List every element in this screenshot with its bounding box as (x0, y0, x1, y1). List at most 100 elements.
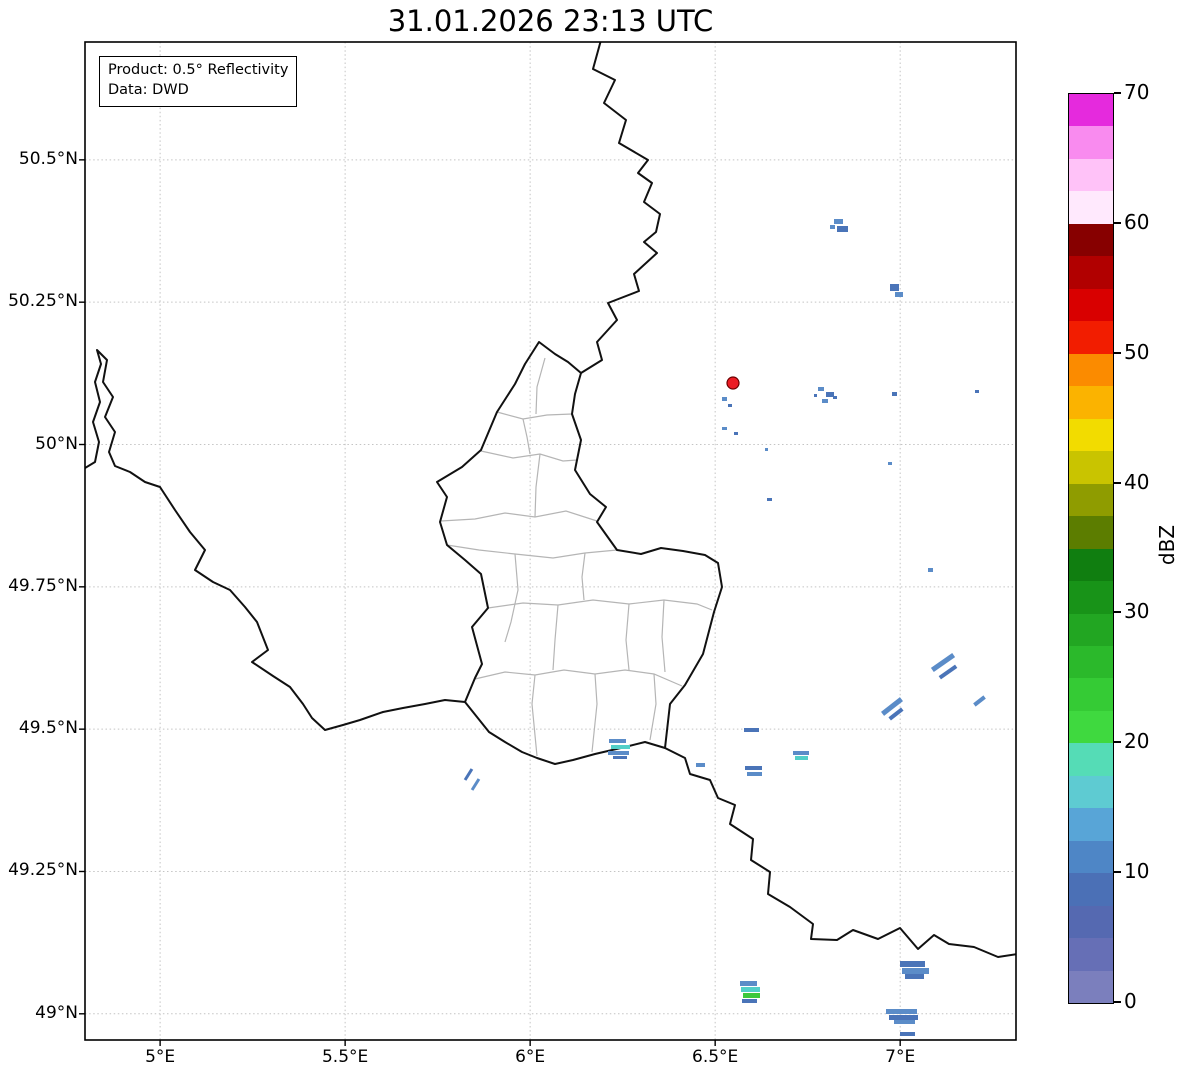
radar-echo (608, 751, 629, 755)
radar-echo (881, 697, 903, 716)
colorbar-tick-mark (1114, 92, 1121, 94)
colorbar-band (1069, 223, 1113, 257)
y-tick-label: 49°N (35, 1002, 78, 1023)
y-tick-label: 50.25°N (8, 291, 78, 312)
colorbar-axis-label: dBZ (1155, 524, 1179, 566)
radar-echo (928, 568, 933, 572)
colorbar-band (1069, 645, 1113, 679)
colorbar-band (1069, 613, 1113, 646)
radar-echo (743, 993, 760, 998)
district-border-path (504, 553, 519, 643)
radar-echo (814, 394, 817, 397)
radar-echo (611, 745, 630, 749)
y-tick-label: 49.75°N (8, 575, 78, 596)
radar-echo (747, 772, 762, 776)
colorbar-band (1069, 191, 1113, 224)
radar-echo (826, 392, 834, 397)
district-border-path (534, 453, 541, 518)
colorbar-band (1069, 905, 1113, 939)
radar-echo (889, 1015, 918, 1020)
district-border-path (522, 418, 531, 455)
district-border-path (581, 552, 586, 601)
y-tick-label: 50.5°N (18, 148, 78, 169)
radar-echo (818, 387, 824, 391)
colorbar-tick-label: 50 (1124, 339, 1150, 364)
x-tick-label: 5°E (145, 1047, 176, 1067)
radar-echo (765, 448, 768, 451)
colorbar (1068, 93, 1114, 1004)
district-border-path (591, 673, 598, 753)
map-plot (79, 41, 1017, 1046)
colorbar-tick-label: 0 (1124, 989, 1137, 1013)
radar-echo (973, 695, 986, 707)
x-tick-label: 6.5°E (692, 1047, 739, 1067)
radar-echo (745, 766, 762, 770)
district-border-path (496, 411, 573, 420)
info-box: Product: 0.5° Reflectivity Data: DWD (99, 56, 298, 107)
radar-echo (722, 397, 727, 401)
colorbar-tick-label: 30 (1124, 599, 1150, 624)
radar-echo (744, 728, 759, 732)
colorbar-band (1069, 418, 1113, 452)
colorbar-band (1069, 743, 1113, 776)
radar-echo (890, 284, 899, 291)
radar-echo (902, 968, 929, 974)
colorbar-band (1069, 483, 1113, 517)
axis-tick-marks (79, 159, 901, 1046)
radar-echo (975, 390, 979, 393)
colorbar-band (1069, 321, 1113, 354)
colorbar-band (1069, 840, 1113, 874)
district-border-path (625, 603, 630, 671)
colorbar-band (1069, 808, 1113, 841)
colorbar-tick-mark (1114, 351, 1121, 354)
plot-frame (84, 41, 1017, 1041)
y-tick-label: 49.25°N (8, 860, 78, 881)
district-border-path (649, 673, 657, 741)
national-border-path (85, 349, 466, 731)
radar-echo (905, 974, 924, 979)
district-border-path (661, 599, 666, 673)
radar-echo (767, 498, 772, 501)
radar-echo (463, 768, 474, 781)
colorbar-tick-mark (1114, 871, 1121, 874)
x-tick-label: 5.5°E (321, 1047, 369, 1067)
colorbar-band (1069, 451, 1113, 484)
radar-echo (830, 225, 835, 229)
colorbar-band (1069, 288, 1113, 322)
radar-echo (900, 961, 925, 967)
radar-echo (894, 1020, 915, 1024)
radar-echo (742, 999, 757, 1003)
radar-echo (795, 756, 808, 760)
radar-echo (741, 987, 760, 992)
colorbar-band (1069, 516, 1113, 549)
national-border-path (664, 747, 1016, 958)
radar-echo (740, 981, 757, 986)
colorbar-band (1069, 581, 1113, 614)
colorbar-band (1069, 158, 1113, 192)
radar-echo (696, 763, 705, 767)
district-border-path (480, 450, 578, 462)
district-border-path (474, 669, 683, 687)
district-border-path (446, 544, 618, 559)
colorbar-band (1069, 256, 1113, 289)
y-tick-label: 49.5°N (18, 718, 78, 739)
figure-title: 31.01.2026 23:13 UTC (387, 4, 714, 38)
colorbar-tick-label: 70 (1124, 80, 1150, 104)
radar-echo (886, 1009, 917, 1014)
colorbar-tick-mark (1114, 221, 1121, 224)
radar-echo (822, 399, 828, 403)
colorbar-band (1069, 775, 1113, 809)
radar-echo (888, 707, 904, 721)
map-layer (85, 42, 1016, 1036)
national-border-path (436, 341, 723, 765)
district-border-path (535, 357, 546, 415)
x-tick-label: 6°E (515, 1047, 546, 1067)
colorbar-tick-mark (1114, 611, 1121, 614)
radar-echo (938, 664, 958, 680)
radar-echo (613, 756, 627, 759)
colorbar-band (1069, 678, 1113, 711)
colorbar-band (1069, 94, 1113, 127)
radar-echo (793, 751, 809, 755)
colorbar-tick-label: 10 (1124, 859, 1150, 884)
